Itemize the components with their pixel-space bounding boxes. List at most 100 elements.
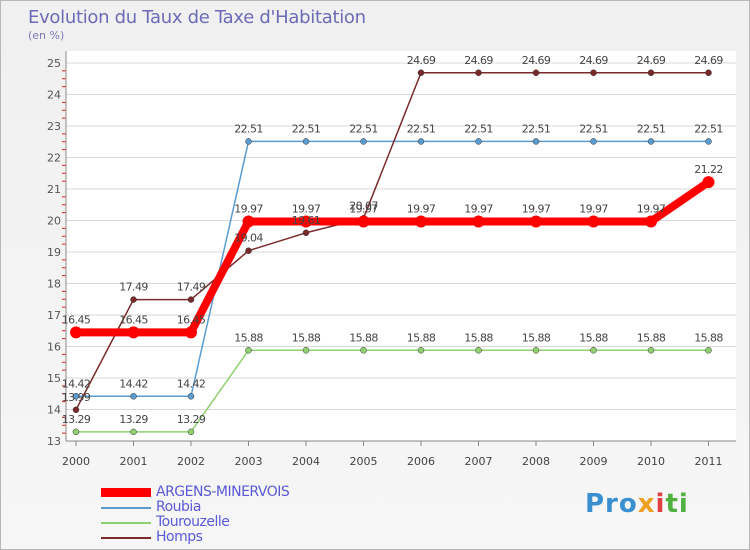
data-label: 19.61 <box>292 214 321 227</box>
x-tick-label: 2002 <box>177 455 205 468</box>
x-tick-label: 2009 <box>580 455 608 468</box>
data-point <box>532 347 540 354</box>
data-point <box>587 215 600 228</box>
data-label: 24.69 <box>637 54 666 67</box>
y-tick-label: 17 <box>47 309 61 322</box>
data-point <box>417 69 425 77</box>
data-point <box>130 296 137 303</box>
data-label: 15.88 <box>579 331 608 344</box>
data-point <box>302 138 310 145</box>
data-point <box>187 428 195 436</box>
data-point <box>130 428 137 436</box>
data-point <box>357 215 370 228</box>
x-tick-label: 2004 <box>292 455 320 468</box>
data-label: 22.51 <box>522 122 551 135</box>
data-label: 15.88 <box>292 331 321 344</box>
data-label: 15.88 <box>694 331 723 344</box>
data-label: 22.51 <box>579 122 608 135</box>
data-label: 14.42 <box>62 377 91 390</box>
data-point <box>417 347 425 354</box>
y-tick-label: 20 <box>47 215 61 228</box>
data-point <box>647 347 655 354</box>
y-tick-label: 23 <box>47 120 61 133</box>
data-label: 21.22 <box>694 163 723 176</box>
data-label: 19.97 <box>464 202 493 215</box>
data-label: 22.51 <box>694 122 723 135</box>
data-label: 24.69 <box>407 54 436 67</box>
data-label: 20.07 <box>349 199 378 212</box>
y-tick-label: 19 <box>47 246 61 259</box>
y-tick-label: 22 <box>47 152 61 165</box>
y-tick-label: 25 <box>47 57 61 70</box>
data-label: 13.29 <box>62 413 91 426</box>
data-point <box>475 69 482 77</box>
data-label: 17.49 <box>177 281 206 294</box>
data-point <box>360 347 367 354</box>
data-label: 14.42 <box>119 377 148 390</box>
x-tick-label: 2006 <box>407 455 435 468</box>
y-tick-label: 15 <box>47 372 61 385</box>
y-tick-label: 24 <box>47 89 61 102</box>
data-point <box>590 138 597 145</box>
data-label: 22.51 <box>464 122 493 135</box>
data-point <box>475 347 482 354</box>
data-label: 15.88 <box>349 331 378 344</box>
data-point <box>72 428 80 436</box>
data-label: 19.04 <box>234 232 263 245</box>
series-line-homps <box>75 72 709 411</box>
data-point <box>705 138 712 145</box>
legend-label: Roubia <box>156 499 201 515</box>
y-tick-label: 16 <box>47 341 61 354</box>
data-point <box>187 393 195 400</box>
data-point <box>417 138 425 145</box>
data-point <box>300 215 312 228</box>
data-label: 15.88 <box>234 331 263 344</box>
y-tick-label: 21 <box>47 183 61 196</box>
data-label: 19.97 <box>579 202 608 215</box>
data-point <box>472 215 485 228</box>
data-label: 24.69 <box>694 54 723 67</box>
x-tick-label: 2003 <box>235 455 263 468</box>
data-label: 14.42 <box>177 377 206 390</box>
legend-swatch-roubia <box>101 507 151 509</box>
data-label: 19.97 <box>407 202 436 215</box>
y-tick-label: 14 <box>47 404 61 417</box>
series-line-roubia <box>76 140 709 398</box>
data-label: 15.88 <box>407 331 436 344</box>
data-point <box>705 347 712 354</box>
data-point <box>590 69 597 77</box>
data-point <box>302 229 310 237</box>
data-label: 22.51 <box>637 122 666 135</box>
chart-title: Evolution du Taux de Taxe d'Habitation <box>28 7 366 28</box>
chart-unit-label: (en %) <box>28 29 65 42</box>
series-line-tourouzelle <box>76 349 709 433</box>
data-point <box>590 347 597 354</box>
data-point <box>242 215 255 228</box>
x-tick-label: 2011 <box>695 455 723 468</box>
legend-label: Tourouzelle <box>156 514 230 530</box>
y-tick-label: 18 <box>47 278 61 291</box>
data-point <box>647 69 655 77</box>
series-line-argens-minervois <box>76 178 711 337</box>
data-point <box>645 215 657 228</box>
data-point <box>360 138 367 145</box>
data-label: 16.45 <box>62 313 91 326</box>
data-label: 22.51 <box>349 122 378 135</box>
data-label: 15.88 <box>522 331 551 344</box>
x-tick-label: 2000 <box>62 455 90 468</box>
x-tick-label: 2008 <box>522 455 550 468</box>
data-point <box>530 215 542 228</box>
data-point <box>532 69 540 77</box>
data-label: 24.69 <box>464 54 493 67</box>
data-point <box>702 176 715 189</box>
data-label: 13.29 <box>119 413 148 426</box>
data-point <box>187 296 195 303</box>
data-point <box>415 215 427 228</box>
proxiti-logo: Proxiti <box>585 489 689 519</box>
data-label: 24.69 <box>579 54 608 67</box>
x-tick-label: 2010 <box>637 455 665 468</box>
legend-label: Homps <box>156 529 203 545</box>
data-point <box>302 347 310 354</box>
data-label: 19.97 <box>637 202 666 215</box>
